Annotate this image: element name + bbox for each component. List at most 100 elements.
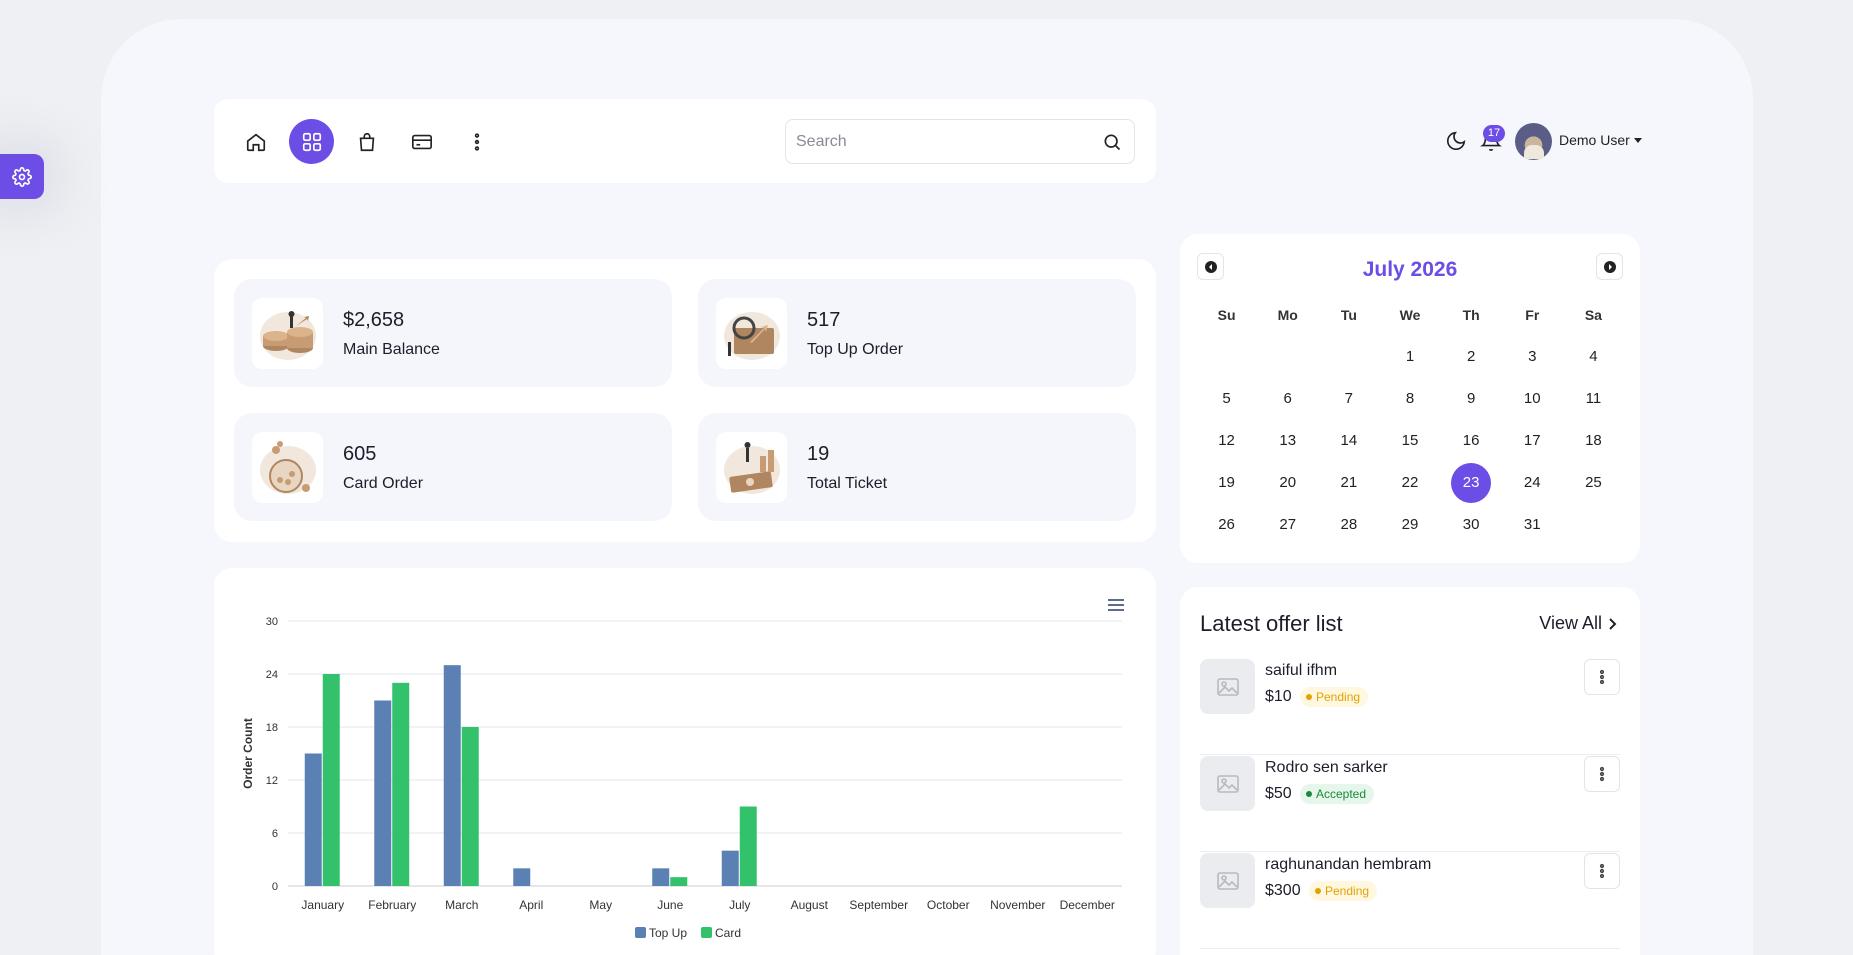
calendar-day[interactable]: 15 [1401,432,1419,449]
coins-illustration-icon [252,298,323,369]
view-all-label: View All [1539,613,1602,633]
status-badge: Accepted [1300,784,1375,804]
calendar-day[interactable]: 18 [1585,432,1602,449]
calendar-day[interactable]: 3 [1528,348,1537,365]
calendar-next-button[interactable] [1596,253,1623,280]
y-tick-label: 18 [266,722,278,734]
legend-swatch [635,927,646,938]
bar-top-up [652,868,670,886]
x-tick-label: January [301,898,344,912]
x-tick-label: May [589,898,612,912]
calendar-day[interactable]: 11 [1585,390,1602,407]
bar-card [392,682,410,886]
x-tick-label: June [657,898,683,912]
calendar-day[interactable]: 22 [1401,474,1419,491]
calendar-day[interactable]: 26 [1218,516,1235,533]
calendar-day[interactable]: 12 [1218,432,1235,449]
weekday-header: Sa [1584,307,1602,323]
weekday-header: Tu [1340,307,1357,323]
calendar-day[interactable]: 8 [1405,390,1415,407]
calendar-day[interactable]: 25 [1585,474,1602,491]
search-button[interactable] [1102,132,1122,157]
legend-label: Card [715,926,741,940]
calendar-day[interactable]: 13 [1279,432,1297,449]
nav-shop-button[interactable] [344,119,389,164]
avatar[interactable] [1515,123,1552,160]
nav-dashboard-button[interactable] [289,119,334,164]
view-all-link[interactable]: View All [1539,613,1618,634]
calendar-day[interactable]: 16 [1462,432,1480,449]
calendar-day[interactable]: 24 [1523,474,1541,491]
calendar-day[interactable]: 28 [1340,516,1358,533]
nav-cards-button[interactable] [399,119,444,164]
settings-tab[interactable] [0,154,44,199]
y-tick-label: 6 [272,828,278,840]
more-vertical-icon [474,132,479,151]
user-menu-dropdown[interactable]: Demo User [1559,132,1642,148]
weekday-header: We [1399,307,1421,323]
calendar-day[interactable]: 7 [1344,390,1354,407]
calendar-day[interactable]: 21 [1340,474,1358,491]
offer-list-item[interactable]: Rodro sen sarker $50 Accepted [1200,756,1620,852]
offer-more-button[interactable] [1584,853,1620,889]
calendar-day[interactable]: 14 [1340,432,1358,449]
calendar-day[interactable]: 5 [1222,390,1231,407]
search-icon [1104,134,1121,151]
more-vertical-icon [1599,863,1605,879]
calendar-day[interactable]: 6 [1283,390,1292,407]
nav-more-button[interactable] [454,119,499,164]
bar-card [322,674,340,886]
offers-title: Latest offer list [1200,611,1343,636]
stat-value: $2,658 [343,309,405,331]
latest-offer-list: Latest offer list View All saiful ifhm $1… [1180,587,1640,955]
grid-icon [302,132,321,151]
calendar-day[interactable]: 1 [1405,348,1415,365]
calendar-day[interactable]: 30 [1462,516,1480,533]
stat-card-main-balance: $2,658 Main Balance [234,279,672,387]
stat-label: Top Up Order [807,341,904,358]
calendar-day-today[interactable]: 23 [1441,462,1502,504]
more-vertical-icon [1599,669,1605,685]
notification-count-badge: 17 [1483,125,1505,142]
y-tick-label: 30 [266,616,278,628]
x-tick-label: July [729,898,750,912]
stat-value: 605 [343,443,377,465]
offer-list-item[interactable]: saiful ifhm $10 Pending [1200,659,1620,755]
calendar-day[interactable]: 20 [1279,474,1297,491]
calendar-day[interactable]: 17 [1523,432,1541,449]
moon-icon [1446,131,1466,151]
x-tick-label: December [1060,898,1115,912]
calendar-day[interactable]: 2 [1466,348,1476,365]
bar-top-up [374,700,392,886]
calendar-day[interactable]: 4 [1589,348,1598,365]
orders-bar-chart: 0 6 12 18 24 30 Order Count January February Marc… [241,616,1122,940]
theme-toggle-button[interactable] [1445,130,1467,157]
offer-more-button[interactable] [1584,659,1620,695]
calendar-day[interactable]: 9 [1466,390,1476,407]
calendar-day[interactable]: 10 [1523,390,1541,407]
offer-price: $50 [1265,785,1292,802]
calendar-day[interactable]: 27 [1279,516,1297,533]
offer-more-button[interactable] [1584,756,1620,792]
caret-down-icon [1633,137,1642,143]
offer-name: Rodro sen sarker [1265,759,1388,776]
x-tick-label: November [990,898,1045,912]
calendar-day[interactable]: 29 [1401,516,1419,533]
stats-panel: $2,658 Main Balance 517 Top Up Order [214,259,1156,542]
stat-card-top-up-order: 517 Top Up Order [698,279,1136,387]
image-placeholder-icon [1200,756,1255,811]
calendar-day[interactable]: 31 [1523,516,1541,533]
offer-list-item[interactable]: raghunandan hembram $300 Pending [1200,853,1620,949]
offer-name: saiful ifhm [1265,662,1338,679]
weekday-header: Fr [1525,307,1540,323]
image-placeholder-icon [1200,853,1255,908]
stat-label: Main Balance [343,341,440,358]
stat-value: 517 [807,309,841,331]
nav-home-button[interactable] [233,119,278,164]
calendar-prev-button[interactable] [1197,253,1224,280]
credit-card-icon [411,134,432,149]
search-input[interactable] [796,120,1086,163]
calendar-day[interactable]: 19 [1218,474,1235,491]
offer-price: $10 [1265,688,1292,705]
x-tick-label: February [368,898,416,912]
